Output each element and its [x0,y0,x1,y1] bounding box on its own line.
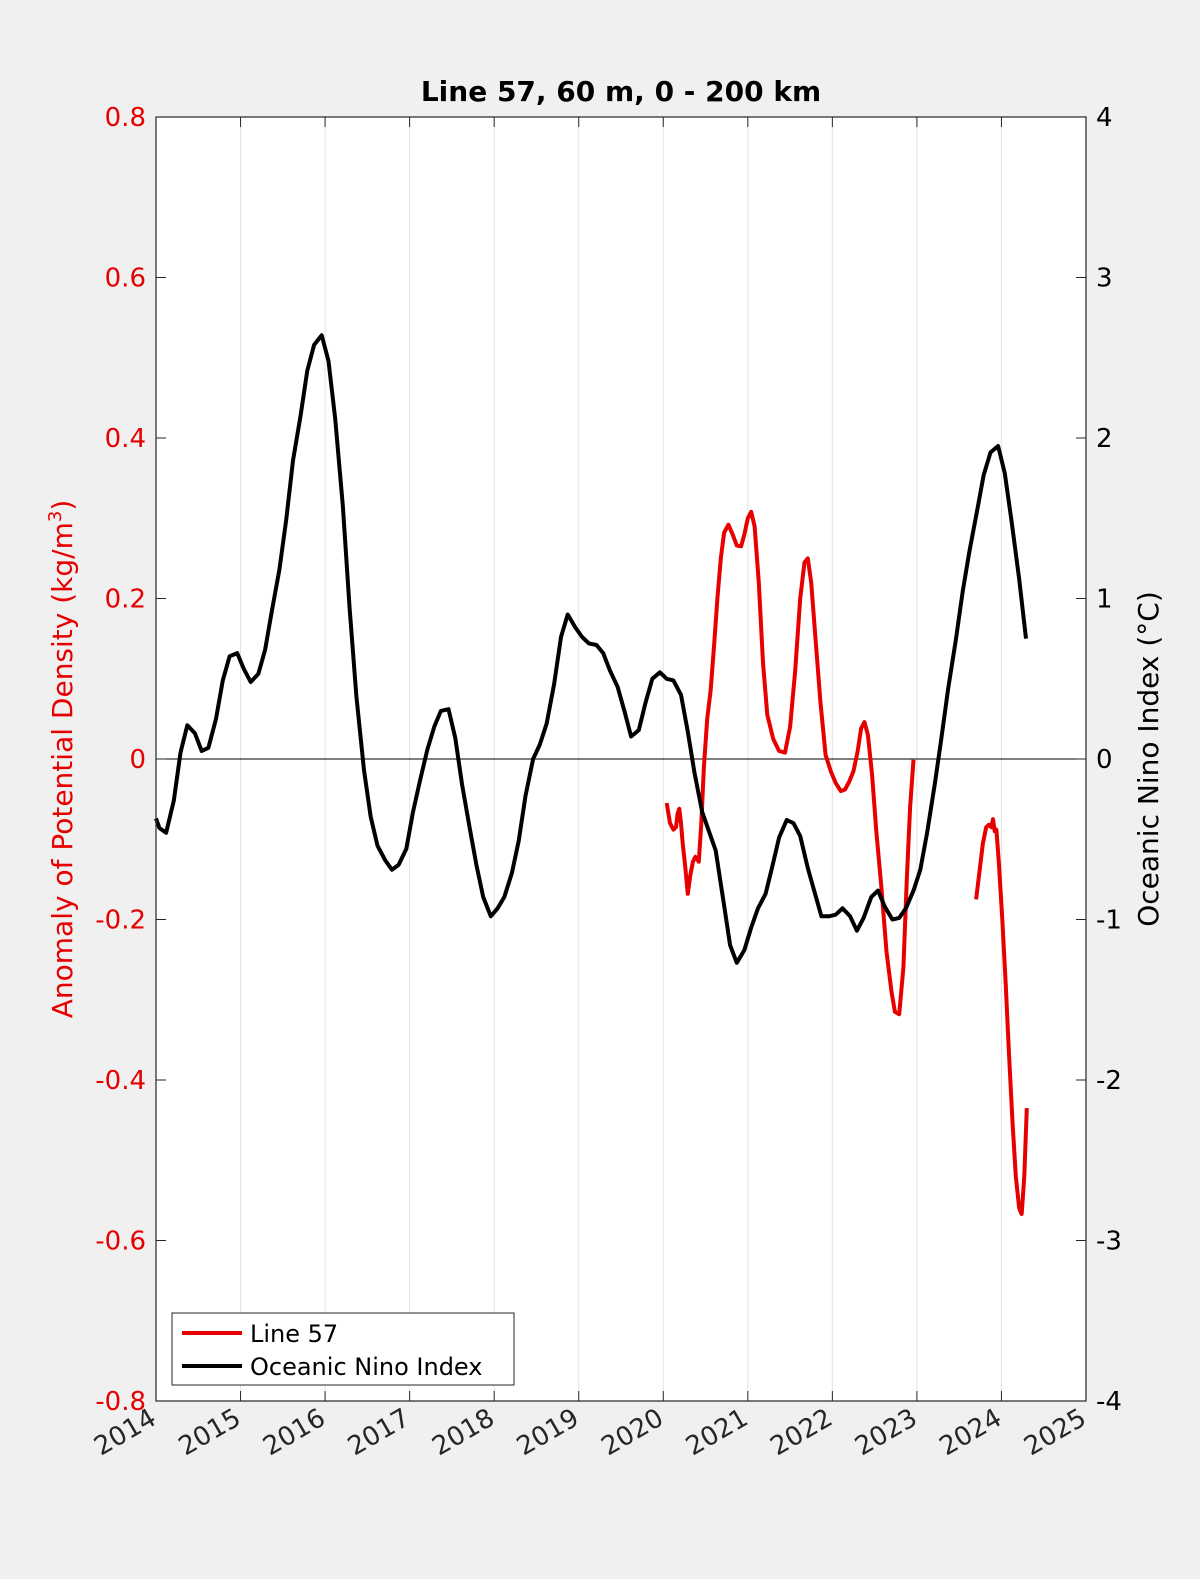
y-axis-left: 0.8 0.6 0.4 0.2 0 -0.2 -0.4 -0.6 -0.8 [95,103,166,1417]
y-right-tick-label: 3 [1096,264,1113,294]
y-right-tick-label: 0 [1096,745,1113,775]
series-oceanic-nino-index [154,333,1028,965]
y-axis-right: 4 3 2 1 0 -1 -2 -3 -4 [1076,103,1122,1417]
series-line-segment [974,817,1029,1216]
y-left-tick-label: 0.6 [105,264,146,294]
y-axis-left-label-superscript: 3 [45,511,66,522]
legend-label-line-57: Line 57 [250,1320,338,1348]
y-left-tick-label: -0.4 [95,1066,146,1096]
y-right-tick-label: -4 [1096,1387,1122,1417]
series-line-57 [664,509,1029,1216]
chart-title: Line 57, 60 m, 0 - 200 km [421,75,821,108]
y-right-tick-label: -1 [1096,906,1122,936]
y-left-tick-label: 0 [129,745,146,775]
legend-label-oni: Oceanic Nino Index [250,1353,482,1381]
y-right-tick-label: -2 [1096,1066,1122,1096]
y-left-tick-label: 0.2 [105,585,146,615]
y-left-tick-label: -0.6 [95,1227,146,1257]
y-left-tick-label: -0.8 [95,1387,146,1417]
y-axis-left-label-text: Anomaly of Potential Density (kg/m [46,522,79,1018]
y-right-tick-label: 2 [1096,424,1113,454]
y-right-tick-label: 4 [1096,103,1113,133]
legend-box [171,1312,515,1386]
y-axis-left-label: Anomaly of Potential Density (kg/m3) [45,500,79,1019]
y-axis-left-label-close: ) [46,500,79,511]
y-left-tick-label: 0.8 [105,103,146,133]
series-group [154,333,1029,1216]
y-right-tick-label: -3 [1096,1227,1122,1257]
y-axis-right-label: Oceanic Nino Index (°C) [1132,591,1165,927]
series-line-segment [664,509,916,1017]
y-left-tick-label: -0.2 [95,906,146,936]
y-left-tick-label: 0.4 [105,424,146,454]
series-line-segment [154,333,1028,965]
legend: Line 57 Oceanic Nino Index [171,1312,515,1386]
y-right-tick-label: 1 [1096,585,1113,615]
